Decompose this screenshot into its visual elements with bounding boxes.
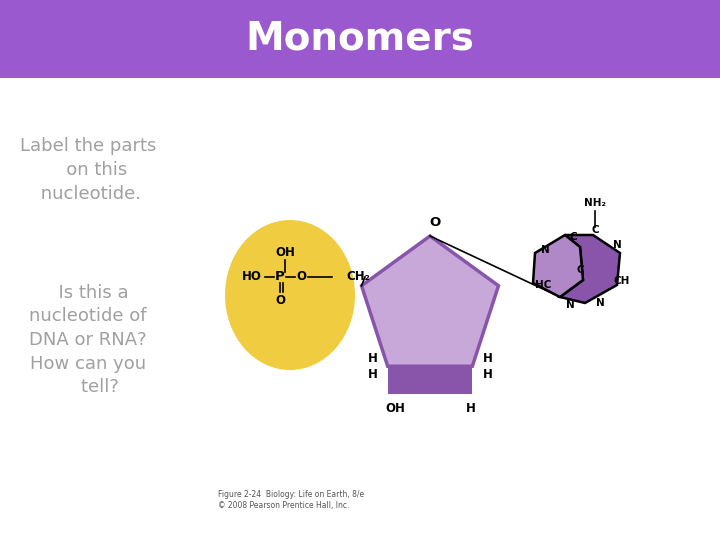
Polygon shape [387, 366, 472, 394]
Text: C: C [576, 265, 584, 275]
Text: H: H [482, 352, 492, 365]
Text: N: N [613, 240, 621, 250]
Text: H: H [368, 352, 377, 365]
Text: H: H [368, 368, 377, 381]
Text: H: H [465, 402, 475, 415]
Polygon shape [533, 235, 583, 297]
Text: P: P [275, 271, 285, 284]
Text: C: C [591, 225, 599, 235]
Text: CH₂: CH₂ [346, 271, 370, 284]
Text: Figure 2-24  Biology: Life on Earth, 8/e
© 2008 Pearson Prentice Hall, Inc.: Figure 2-24 Biology: Life on Earth, 8/e … [218, 490, 364, 510]
Polygon shape [361, 236, 498, 366]
Text: OH: OH [275, 246, 295, 260]
Text: Is this a
nucleotide of
DNA or RNA?
How can you
    tell?: Is this a nucleotide of DNA or RNA? How … [30, 284, 147, 396]
Ellipse shape [225, 220, 355, 370]
Text: OH: OH [386, 402, 405, 415]
Text: H: H [482, 368, 492, 381]
Text: C: C [570, 232, 577, 242]
Text: N: N [566, 300, 575, 310]
Text: HC: HC [535, 280, 552, 290]
Text: N: N [541, 245, 549, 255]
Text: CH: CH [614, 276, 630, 286]
Text: HO: HO [242, 271, 262, 284]
Text: Label the parts
   on this
 nucleotide.: Label the parts on this nucleotide. [20, 137, 156, 202]
Text: N: N [595, 298, 604, 308]
Bar [0, 0, 720, 78]
Text: Monomers: Monomers [246, 20, 474, 58]
Text: O: O [429, 215, 441, 228]
Text: O: O [275, 294, 285, 307]
Text: O: O [296, 271, 306, 284]
Polygon shape [560, 235, 620, 303]
Text: NH₂: NH₂ [584, 198, 606, 208]
